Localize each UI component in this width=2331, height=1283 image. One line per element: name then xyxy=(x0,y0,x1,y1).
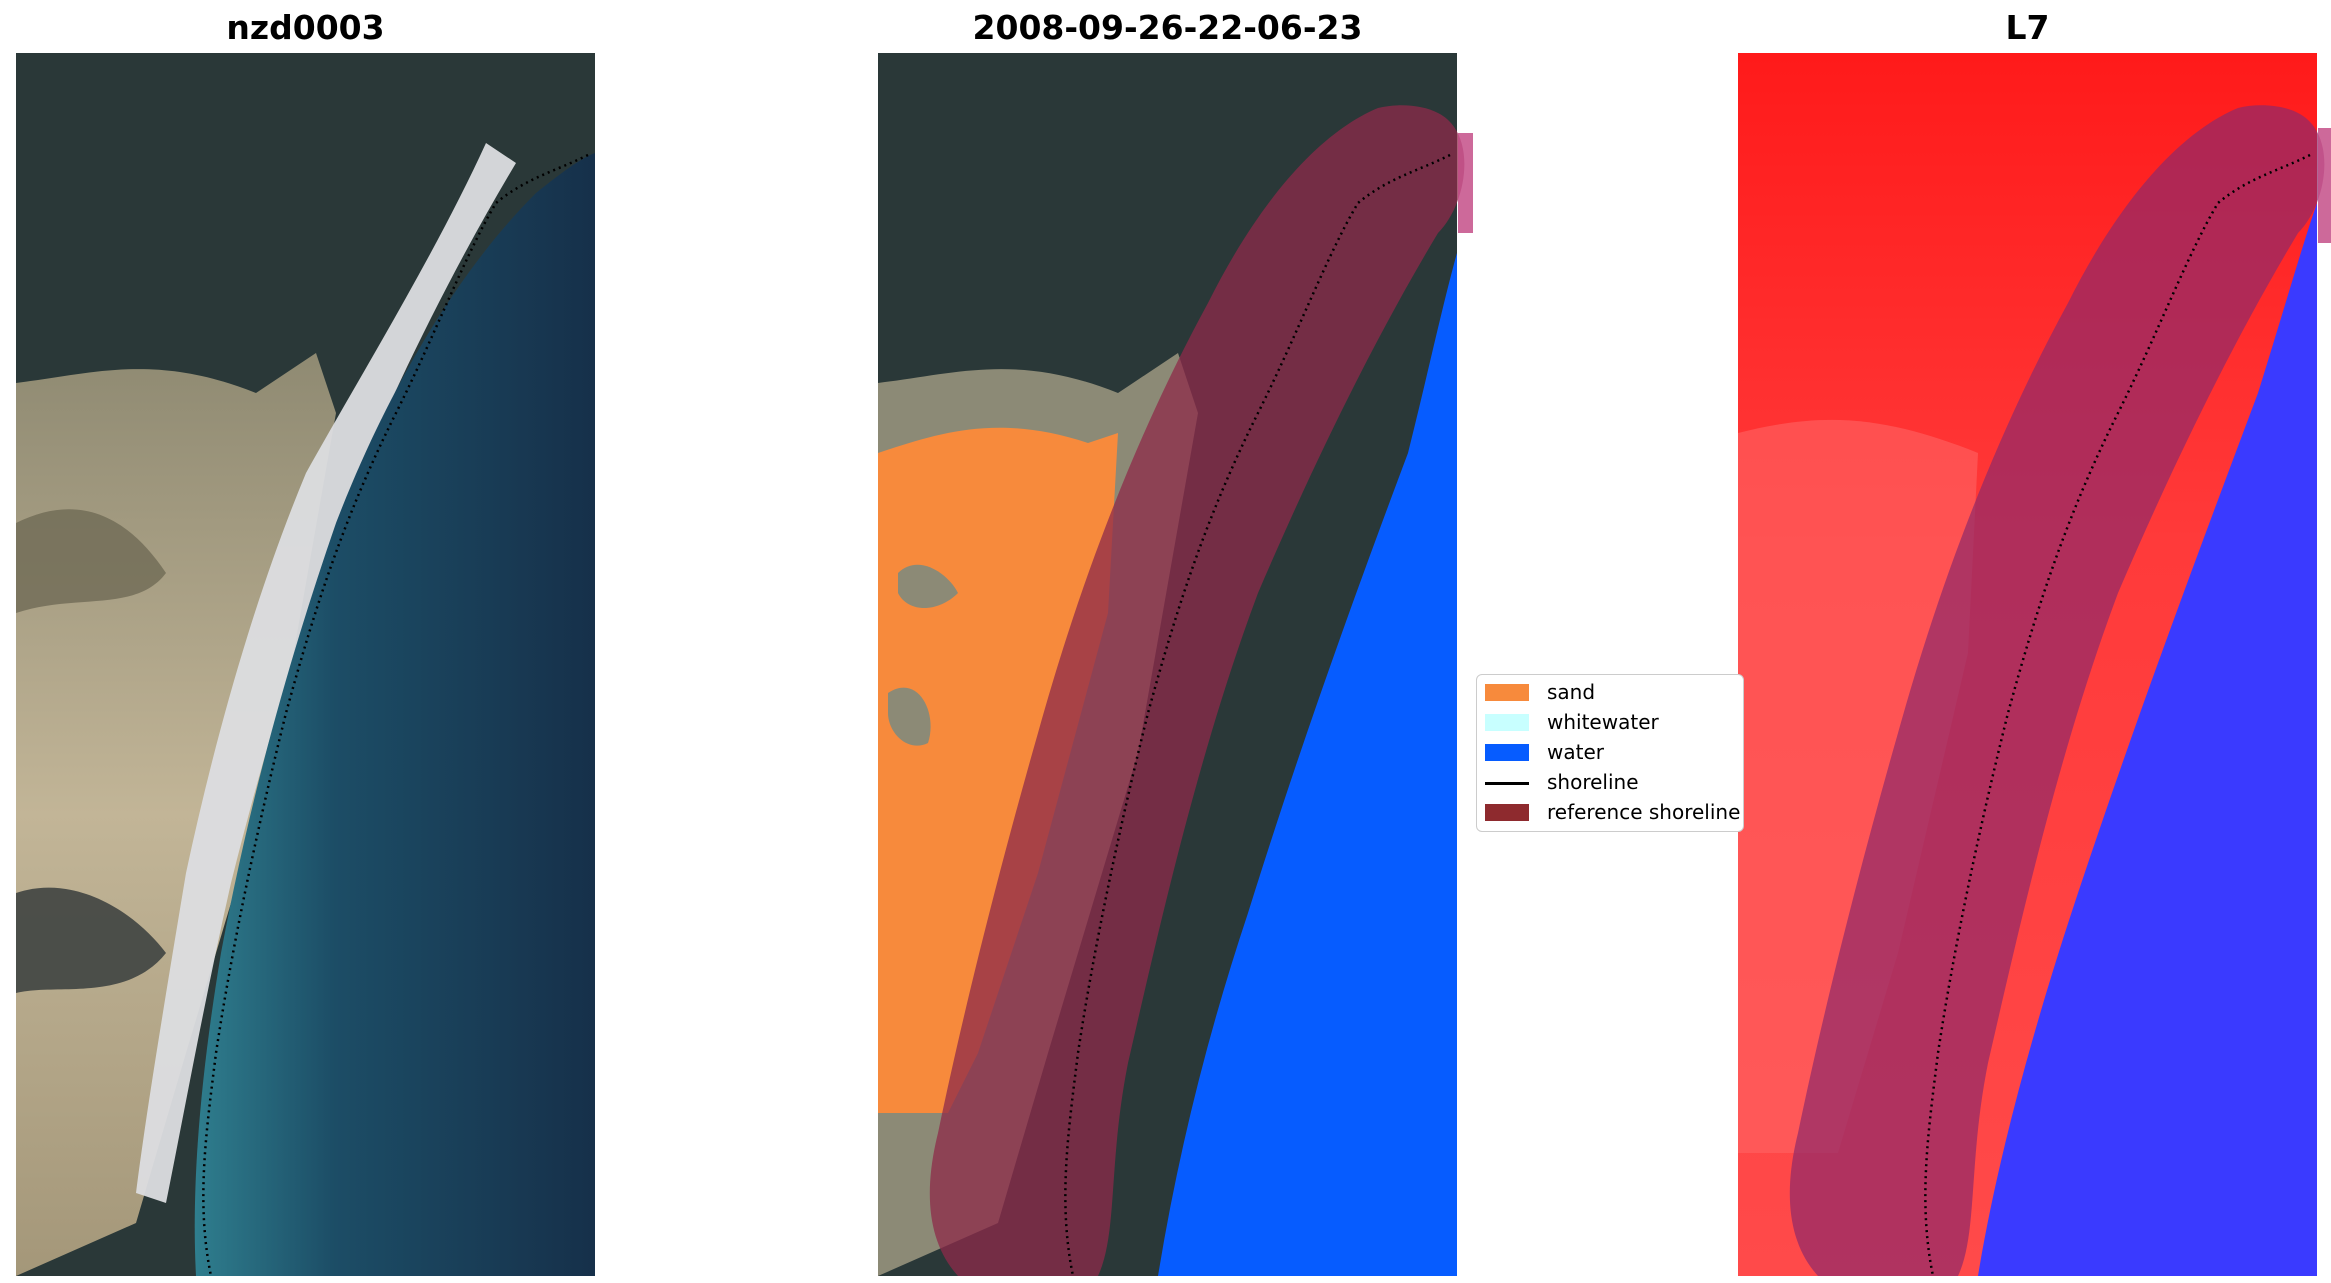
index-panel xyxy=(1738,53,2331,1276)
rgb-image-panel xyxy=(16,53,595,1276)
shoreline-line xyxy=(202,153,589,1276)
buffer-edge-mark xyxy=(1458,133,1473,233)
water-index-image xyxy=(1738,53,2331,1276)
classification-panel xyxy=(878,53,1473,1276)
shoreline-line xyxy=(1064,153,1451,1276)
water-class-area xyxy=(1158,253,1457,1276)
legend: sand whitewater water shoreline referenc… xyxy=(1476,674,1744,832)
vegetation-patch xyxy=(16,509,166,613)
panel-title-image: nzd0003 xyxy=(226,8,385,47)
legend-item-sand: sand xyxy=(1477,679,1743,705)
beach-strip xyxy=(136,143,516,1203)
rgb-satellite-image xyxy=(16,53,595,1276)
legend-label: whitewater xyxy=(1547,710,1659,734)
legend-item-whitewater: whitewater xyxy=(1477,709,1743,735)
legend-item-water: water xyxy=(1477,739,1743,765)
dune-index-area xyxy=(1738,419,1978,1153)
sand-gap xyxy=(898,564,958,608)
whitewater-swatch xyxy=(1485,714,1529,731)
legend-label: shoreline xyxy=(1547,770,1639,794)
water-index-area xyxy=(1978,203,2317,1276)
panel-title-date: 2008-09-26-22-06-23 xyxy=(972,8,1363,47)
legend-label: reference shoreline xyxy=(1547,800,1741,824)
vegetation-patch xyxy=(16,887,166,993)
reference-buffer xyxy=(1789,105,2325,1276)
sand-gap xyxy=(888,687,931,746)
water-swatch xyxy=(1485,744,1529,761)
ocean-area xyxy=(194,153,595,1276)
buffer-edge-mark xyxy=(2318,128,2331,243)
panel-title-satellite: L7 xyxy=(2005,8,2050,47)
classified-image xyxy=(878,53,1473,1276)
legend-label: sand xyxy=(1547,680,1596,704)
shoreline-swatch xyxy=(1485,782,1529,785)
reference-buffer xyxy=(929,105,1465,1276)
reference-shoreline-swatch xyxy=(1485,804,1529,821)
legend-item-shoreline: shoreline xyxy=(1477,769,1743,795)
legend-item-reference-shoreline: reference shoreline xyxy=(1477,799,1743,825)
shoreline-line xyxy=(1924,153,2311,1276)
sand-swatch xyxy=(1485,684,1529,701)
legend-label: water xyxy=(1547,740,1604,764)
